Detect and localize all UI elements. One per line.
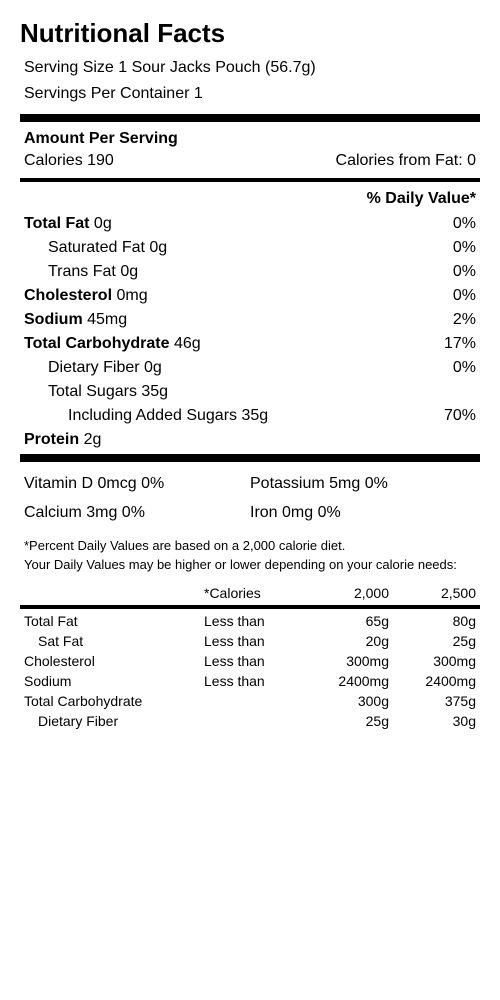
potassium: Potassium 5mg 0% (250, 470, 476, 499)
nutrient-row: Total Sugars 35g (20, 380, 480, 404)
reference-name: Sodium (24, 673, 204, 689)
divider-heavy (20, 114, 480, 122)
iron: Iron 0mg 0% (250, 499, 476, 528)
reference-2000: 65g (299, 613, 389, 629)
reference-row: Total FatLess than65g80g (20, 611, 480, 631)
reference-row: CholesterolLess than300mg300mg (20, 651, 480, 671)
footnote-line2: Your Daily Values may be higher or lower… (24, 555, 476, 575)
nutrient-row: Sodium 45mg 2% (20, 308, 480, 332)
amount-per-serving-section: Amount Per Serving Calories 190 Calories… (20, 124, 480, 176)
nutrient-label: Sodium 45mg (24, 311, 127, 329)
nutrient-row: Dietary Fiber 0g 0% (20, 356, 480, 380)
nutrient-label: Total Carbohydrate 46g (24, 335, 201, 353)
amount-per-serving-label: Amount Per Serving (24, 130, 476, 148)
nutrient-row: Total Carbohydrate 46g 17% (20, 332, 480, 356)
divider-heavy (20, 454, 480, 462)
nutrient-row: Total Fat 0g 0% (20, 212, 480, 236)
daily-value-header: % Daily Value* (20, 184, 480, 212)
nutrient-row: Protein 2g (20, 428, 480, 452)
reference-2500: 2400mg (389, 673, 476, 689)
reference-2000: 25g (299, 713, 389, 729)
reference-2000: 300mg (299, 653, 389, 669)
nutrient-row: Trans Fat 0g 0% (20, 260, 480, 284)
vitamins-left-col: Vitamin D 0mcg 0% Calcium 3mg 0% (24, 470, 250, 528)
vitamins-right-col: Potassium 5mg 0% Iron 0mg 0% (250, 470, 476, 528)
reference-name: Total Carbohydrate (24, 693, 204, 709)
reference-row: SodiumLess than2400mg2400mg (20, 671, 480, 691)
footnote-block: *Percent Daily Values are based on a 2,0… (20, 534, 480, 583)
calcium: Calcium 3mg 0% (24, 499, 250, 528)
nutrients-list: Total Fat 0g0%Saturated Fat 0g0%Trans Fa… (20, 212, 480, 452)
col-2000: 2,000 (299, 585, 389, 601)
reference-name: Dietary Fiber (24, 713, 204, 729)
reference-2500: 80g (389, 613, 476, 629)
calories-from-fat: Calories from Fat: 0 (336, 152, 476, 170)
reference-2000: 20g (299, 633, 389, 649)
nutrient-dv: 0% (453, 263, 476, 281)
nutrient-dv: 0% (453, 359, 476, 377)
nutrient-dv: 2% (453, 311, 476, 329)
nutrient-label: Protein 2g (24, 431, 101, 449)
nutrient-dv: 17% (444, 335, 476, 353)
nutrient-dv: 70% (444, 407, 476, 425)
reference-2500: 30g (389, 713, 476, 729)
reference-qualifier (204, 713, 299, 729)
reference-2500: 375g (389, 693, 476, 709)
page-title: Nutritional Facts (20, 18, 480, 49)
reference-name: Cholesterol (24, 653, 204, 669)
reference-2500: 300mg (389, 653, 476, 669)
reference-table: Total FatLess than65g80gSat FatLess than… (20, 611, 480, 731)
nutrient-dv: 0% (453, 239, 476, 257)
footnote-line1: *Percent Daily Values are based on a 2,0… (24, 536, 476, 556)
vitamins-section: Vitamin D 0mcg 0% Calcium 3mg 0% Potassi… (20, 464, 480, 534)
reference-qualifier: Less than (204, 653, 299, 669)
serving-info-block: Serving Size 1 Sour Jacks Pouch (56.7g) … (20, 55, 480, 106)
nutrient-label: Saturated Fat 0g (24, 239, 167, 257)
reference-row: Dietary Fiber 25g30g (20, 711, 480, 731)
nutrient-label: Cholesterol 0mg (24, 287, 148, 305)
servings-per-container: Servings Per Container 1 (24, 81, 480, 107)
nutrient-row: Saturated Fat 0g 0% (20, 236, 480, 260)
nutrient-row: Cholesterol 0mg 0% (20, 284, 480, 308)
reference-qualifier: Less than (204, 633, 299, 649)
nutrient-label: Including Added Sugars 35g (24, 407, 268, 425)
reference-2000: 300g (299, 693, 389, 709)
vitamin-d: Vitamin D 0mcg 0% (24, 470, 250, 499)
reference-row: Sat FatLess than20g25g (20, 631, 480, 651)
nutrient-label: Dietary Fiber 0g (24, 359, 162, 377)
nutrient-label: Trans Fat 0g (24, 263, 138, 281)
calorie-header-row: *Calories 2,000 2,500 (20, 583, 480, 603)
calories-col-label: *Calories (204, 585, 299, 601)
reference-qualifier: Less than (204, 613, 299, 629)
nutrient-dv: 0% (453, 287, 476, 305)
reference-qualifier (204, 693, 299, 709)
reference-2000: 2400mg (299, 673, 389, 689)
reference-row: Total Carbohydrate 300g375g (20, 691, 480, 711)
divider-medium (20, 178, 480, 182)
nutrient-label: Total Sugars 35g (24, 383, 168, 401)
nutrient-dv: 0% (453, 215, 476, 233)
reference-name: Sat Fat (24, 633, 204, 649)
reference-name: Total Fat (24, 613, 204, 629)
nutrient-label: Total Fat 0g (24, 215, 112, 233)
serving-size: Serving Size 1 Sour Jacks Pouch (56.7g) (24, 55, 480, 81)
reference-2500: 25g (389, 633, 476, 649)
col-2500: 2,500 (389, 585, 476, 601)
calories-label: Calories 190 (24, 152, 114, 170)
divider-medium (20, 605, 480, 609)
reference-qualifier: Less than (204, 673, 299, 689)
nutrient-row: Including Added Sugars 35g 70% (20, 404, 480, 428)
